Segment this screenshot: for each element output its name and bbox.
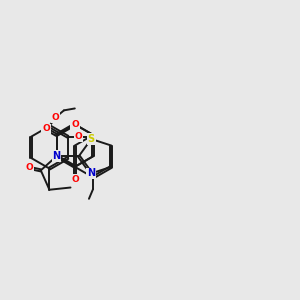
Text: O: O: [42, 124, 50, 133]
Text: O: O: [52, 113, 59, 122]
Text: O: O: [75, 132, 83, 141]
Text: O: O: [26, 164, 33, 172]
Text: S: S: [88, 134, 95, 144]
Text: N: N: [52, 151, 61, 161]
Text: O: O: [71, 120, 79, 129]
Text: O: O: [71, 175, 79, 184]
Text: N: N: [87, 168, 95, 178]
